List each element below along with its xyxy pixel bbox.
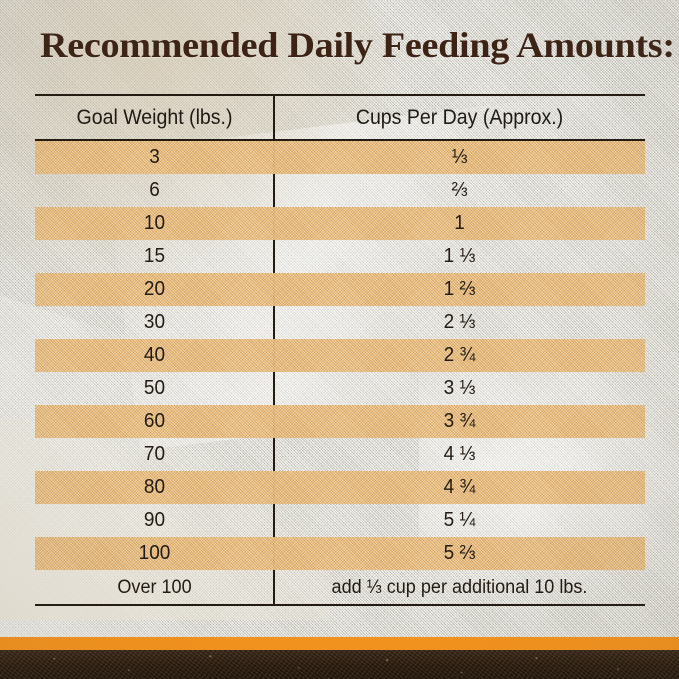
table-header-row: Goal Weight (lbs.) Cups Per Day (Approx.… (35, 96, 645, 139)
cell-cups-per-day: ⅓ (451, 146, 468, 168)
table-row: 90 5 ¼ (35, 504, 645, 537)
table-row: 40 2 ¾ (35, 339, 645, 372)
row-stripe-background (35, 273, 645, 306)
table-row: 100 5 ⅔ (35, 537, 645, 570)
brown-footer-band (0, 650, 679, 679)
row-stripe-background (35, 141, 645, 174)
cell-cups-per-day: 2 ⅓ (443, 311, 476, 333)
table-row: 30 2 ⅓ (35, 306, 645, 339)
cell-goal-weight: 100 (138, 542, 171, 564)
cell-goal-weight: Over 100 (117, 576, 192, 598)
row-stripe-background (35, 405, 645, 438)
cell-cups-per-day: 3 ¾ (443, 410, 476, 432)
column-header-goal-weight: Goal Weight (lbs.) (43, 96, 265, 139)
fabric-fold-highlight (0, 420, 330, 620)
row-stripe-background (35, 339, 645, 372)
cell-cups-per-day: 1 ⅔ (443, 278, 476, 300)
cell-cups-per-day: 4 ¾ (443, 476, 476, 498)
table-row: 15 1 ⅓ (35, 240, 645, 273)
cell-goal-weight: 50 (143, 377, 166, 399)
table-row: 10 1 (35, 207, 645, 240)
row-stripe-background (35, 207, 645, 240)
table-row: 50 3 ⅓ (35, 372, 645, 405)
cell-goal-weight: 20 (143, 278, 166, 300)
orange-accent-bar (0, 637, 679, 650)
cell-goal-weight: 3 (149, 146, 160, 168)
row-stripe-background (35, 537, 645, 570)
cell-goal-weight: 70 (143, 443, 166, 465)
cell-goal-weight: 6 (149, 179, 160, 201)
table-row: 60 3 ¾ (35, 405, 645, 438)
cell-goal-weight: 15 (143, 245, 166, 267)
cell-cups-per-day: 3 ⅓ (443, 377, 476, 399)
cell-cups-per-day: 5 ¼ (443, 509, 476, 531)
table-row: Over 100 add ⅓ cup per additional 10 lbs. (35, 570, 645, 605)
cell-goal-weight: 90 (143, 509, 166, 531)
cell-goal-weight: 30 (143, 311, 166, 333)
page-title: Recommended Daily Feeding Amounts: (40, 24, 679, 66)
cell-cups-per-day: ⅔ (451, 179, 468, 201)
cell-goal-weight: 10 (143, 212, 166, 234)
cell-goal-weight: 60 (143, 410, 166, 432)
cell-cups-per-day: 1 (454, 212, 465, 234)
cell-cups-per-day: 2 ¾ (443, 344, 476, 366)
cell-cups-per-day: 1 ⅓ (443, 245, 476, 267)
table-top-rule (35, 94, 645, 96)
table-row: 20 1 ⅔ (35, 273, 645, 306)
row-stripe-background (35, 471, 645, 504)
cell-goal-weight: 40 (143, 344, 166, 366)
table-row: 70 4 ⅓ (35, 438, 645, 471)
cell-cups-per-day: 4 ⅓ (443, 443, 476, 465)
table-header-rule (35, 139, 645, 141)
column-header-cups-per-day: Cups Per Day (Approx.) (287, 96, 632, 139)
table-body: 3 ⅓ 6 ⅔ 10 1 15 1 ⅓ 20 1 ⅔ 30 2 ⅓ 40 2 ¾ 50 3 ⅓ 60 3 ¾ 70 4… (35, 141, 645, 604)
feeding-amounts-table: Goal Weight (lbs.) Cups Per Day (Approx.… (35, 94, 645, 606)
table-row: 80 4 ¾ (35, 471, 645, 504)
table-bottom-rule (35, 604, 645, 606)
cell-cups-per-day: add ⅓ cup per additional 10 lbs. (331, 576, 588, 598)
cell-goal-weight: 80 (143, 476, 166, 498)
cell-cups-per-day: 5 ⅔ (443, 542, 476, 564)
